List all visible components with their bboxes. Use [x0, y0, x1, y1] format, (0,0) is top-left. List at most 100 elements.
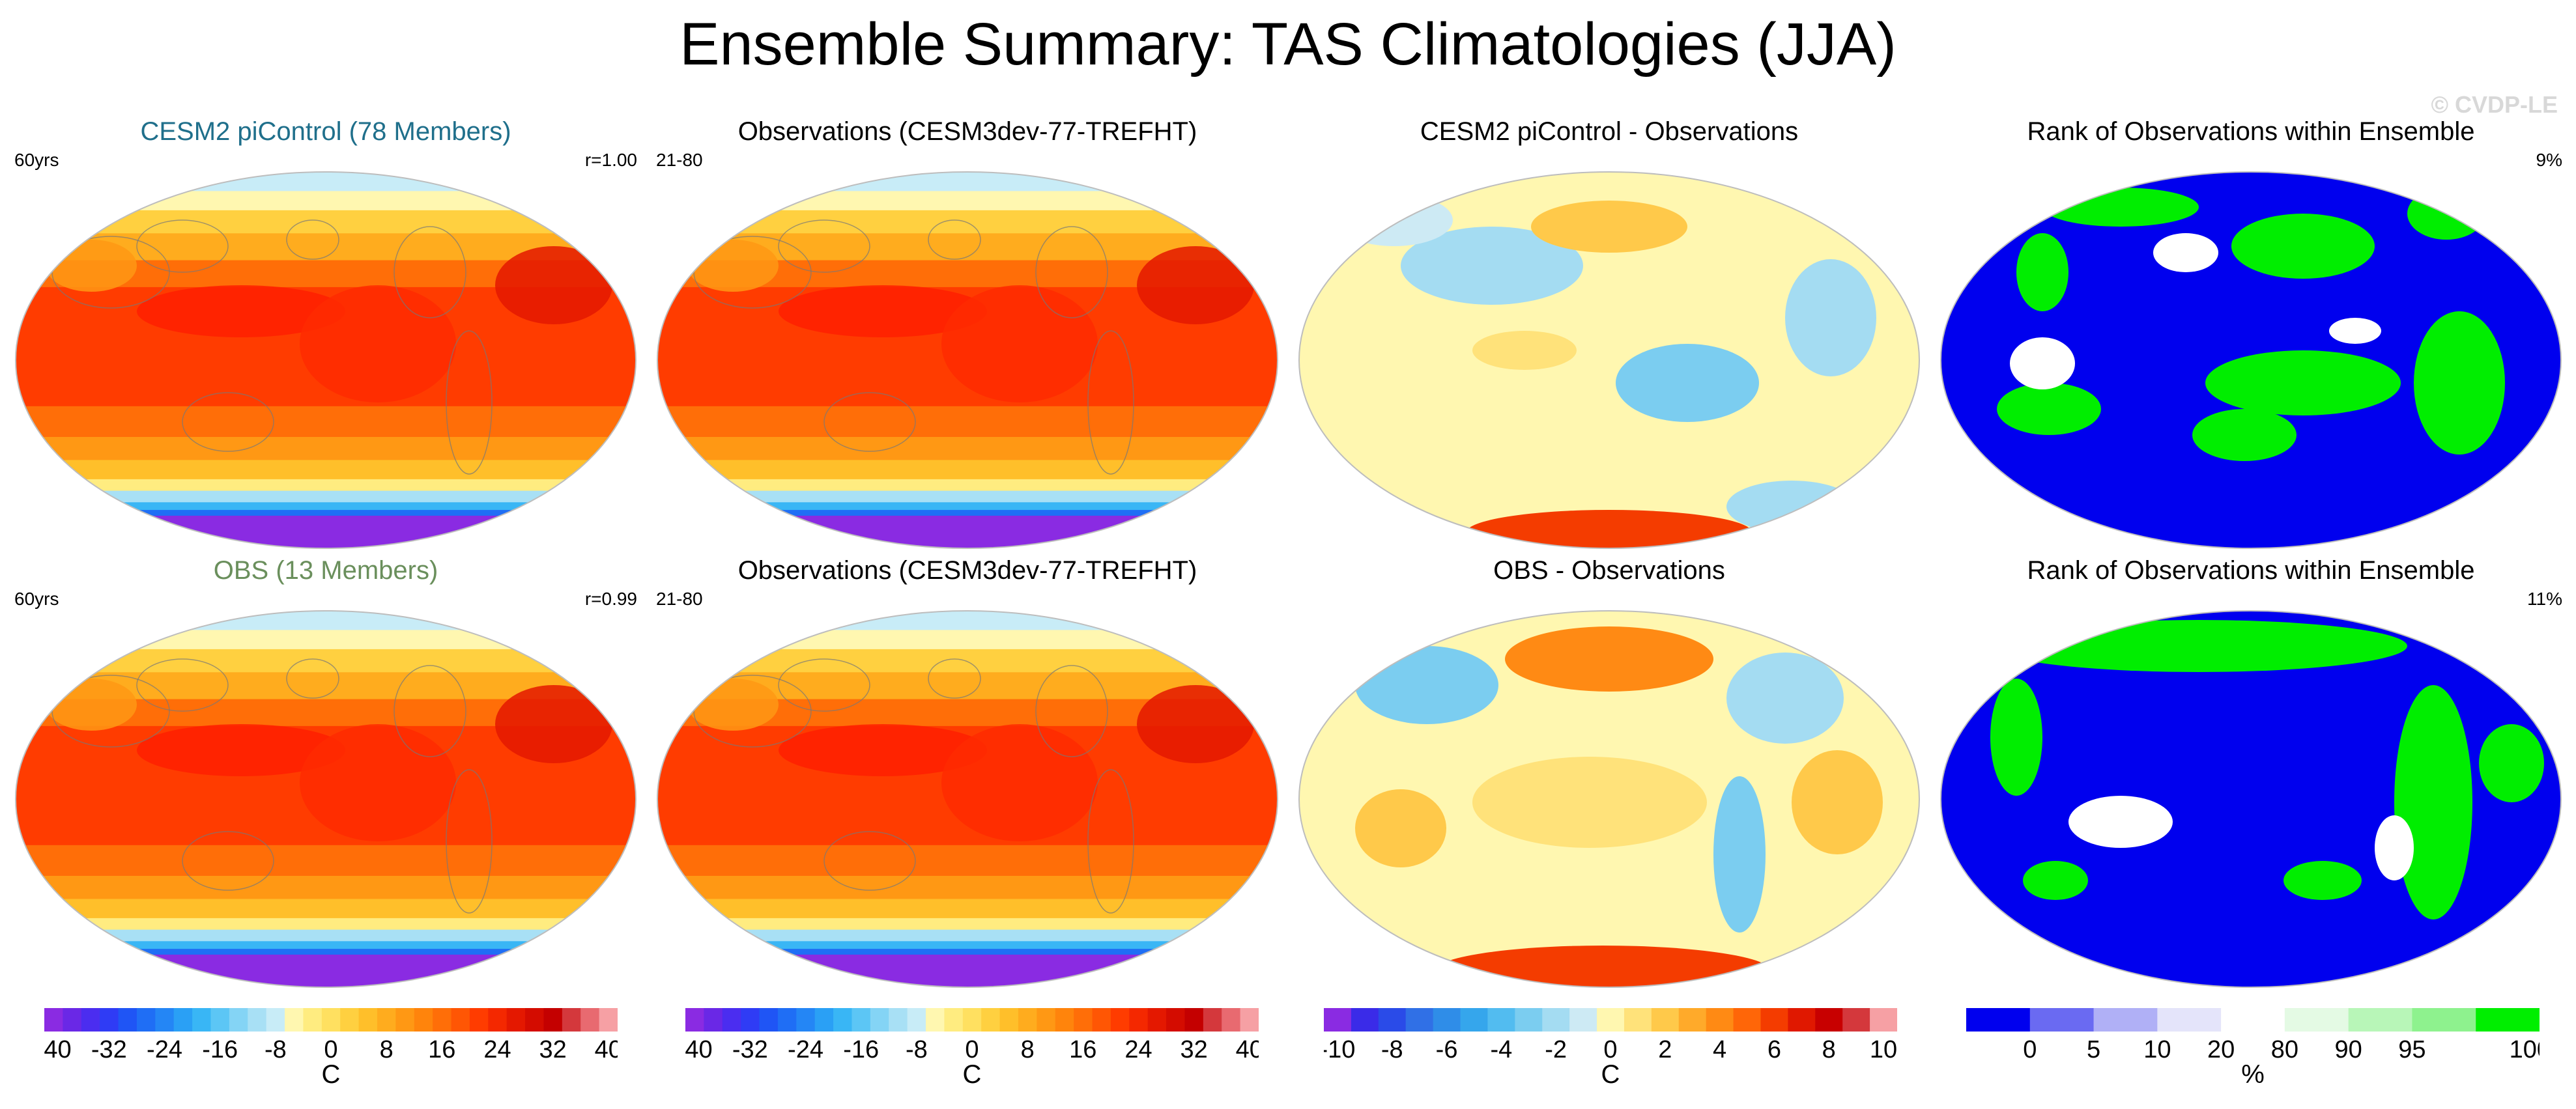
temperature-band: [16, 845, 636, 877]
panel-left-note: 60yrs: [14, 150, 59, 170]
world-map: [657, 171, 1278, 549]
temperature-band: [16, 460, 636, 480]
temperature-band: [16, 876, 636, 900]
colorbar-unit: C: [321, 1060, 341, 1089]
colorbar-swatch: [1706, 1008, 1734, 1032]
colorbar-swatch: [777, 1008, 797, 1032]
colorbar-swatch: [81, 1008, 100, 1032]
rank-high-region: [1990, 679, 2042, 796]
colorbar-tick-label: -8: [1381, 1036, 1403, 1063]
warm-region: [1137, 246, 1254, 324]
rank-high-region: [1997, 383, 2101, 435]
colorbar-tick-label: -16: [843, 1036, 879, 1063]
colorbar-swatch: [266, 1008, 285, 1032]
colorbar-swatch: [321, 1008, 341, 1032]
colorbar: -10 -8 -6 -4 -2 0 2 4 6 8 10 C: [1324, 1008, 1897, 1106]
colorbar-swatch: [2157, 1008, 2222, 1032]
colorbar-swatch: [451, 1008, 470, 1032]
panel-title: Observations (CESM3dev-77-TREFHT): [737, 117, 1197, 146]
anomaly-region: [1401, 227, 1583, 305]
colorbar-swatch: [173, 1008, 193, 1032]
temperature-band: [657, 954, 1278, 987]
coastline: [928, 658, 981, 699]
map-field: [16, 611, 636, 987]
colorbar-swatch: [100, 1008, 119, 1032]
temperature-band: [657, 515, 1278, 548]
colorbar-swatch: [1569, 1008, 1597, 1032]
temperature-band: [16, 630, 636, 650]
colorbar-swatch: [2029, 1008, 2095, 1032]
colorbar-swatch: [685, 1008, 704, 1032]
colorbar-swatch: [889, 1008, 908, 1032]
colorbar-swatch: [63, 1008, 82, 1032]
coastline: [778, 658, 870, 712]
anomaly-region: [1472, 757, 1707, 848]
colorbar-swatch: [1055, 1008, 1074, 1032]
anomaly-region: [1355, 789, 1446, 867]
colorbar-swatch: [1733, 1008, 1761, 1032]
temperature-band: [657, 630, 1278, 650]
temperature-band: [16, 899, 636, 919]
warm-region: [46, 679, 137, 731]
colorbar-swatch: [814, 1008, 834, 1032]
colorbar-swatch: [1624, 1008, 1652, 1032]
map-border: [657, 610, 1278, 988]
warm-region: [46, 240, 137, 292]
coastline: [928, 219, 981, 260]
colorbar-tick-label: 16: [428, 1036, 455, 1063]
map-panel: Rank of Observations within Ensemble 11%: [1938, 555, 2564, 988]
colorbar-swatch: [1487, 1008, 1515, 1032]
colorbar-swatch: [506, 1008, 526, 1032]
colorbar-swatch: [599, 1008, 618, 1032]
colorbar-swatch: [1092, 1008, 1111, 1032]
coastline: [1087, 769, 1134, 914]
temperature-band: [657, 649, 1278, 673]
temperature-band: [657, 490, 1278, 503]
colorbar-swatch: [1678, 1008, 1707, 1032]
colorbar-swatch: [1433, 1008, 1461, 1032]
temperature-band: [16, 918, 636, 931]
rank-high-region: [2231, 214, 2375, 279]
colorbar-tick-label: 0: [1603, 1036, 1617, 1063]
colorbar-swatch: [229, 1008, 248, 1032]
temperature-band: [657, 479, 1278, 492]
colorbar-swatch: [1842, 1008, 1870, 1032]
coastline: [394, 665, 466, 757]
world-map: [15, 171, 637, 549]
panel-left-note: 60yrs: [14, 589, 59, 609]
colorbar-tick-label: 8: [380, 1036, 394, 1063]
anomaly-region: [1336, 194, 1453, 246]
panel-right-note: 9%: [2536, 150, 2562, 170]
rank-high-region: [2023, 861, 2088, 900]
colorbar-tick-label: 4: [1713, 1036, 1726, 1063]
colorbar-swatch: [488, 1008, 508, 1032]
colorbar-swatch: [741, 1008, 760, 1032]
colorbar-tick-label: 5: [2087, 1036, 2100, 1063]
colorbar-swatch: [562, 1008, 581, 1032]
panel-left-note: 21-80: [656, 589, 703, 609]
temperature-band: [657, 510, 1278, 516]
anomaly-region: [1792, 750, 1883, 854]
temperature-band: [16, 929, 636, 942]
colorbar-tick-label: -8: [265, 1036, 287, 1063]
colorbar-unit: %: [2241, 1060, 2265, 1089]
colorbar-swatch: [543, 1008, 563, 1032]
map-field: [657, 611, 1278, 987]
temperature-band: [16, 941, 636, 950]
colorbar-tick-label: 90: [2335, 1036, 2362, 1063]
warm-region: [137, 724, 345, 776]
warm-region: [495, 685, 612, 763]
temperature-band: [16, 437, 636, 461]
map-border: [1940, 171, 2562, 549]
colorbar-tick-label: 8: [1021, 1036, 1035, 1063]
temperature-band: [16, 954, 636, 987]
map-panel: Observations (CESM3dev-77-TREFHT) 21-80: [655, 555, 1280, 988]
temperature-band: [657, 210, 1278, 234]
colorbar-tick-label: 2: [1658, 1036, 1672, 1063]
colorbar: -40 -32 -24 -16 -8 0 8 16 24 32 40 C: [685, 1008, 1259, 1106]
temperature-band: [657, 406, 1278, 438]
rank-mid-region: [2329, 318, 2381, 344]
colorbar-swatch: [210, 1008, 230, 1032]
map-border: [15, 610, 637, 988]
map-border: [1298, 171, 1920, 549]
